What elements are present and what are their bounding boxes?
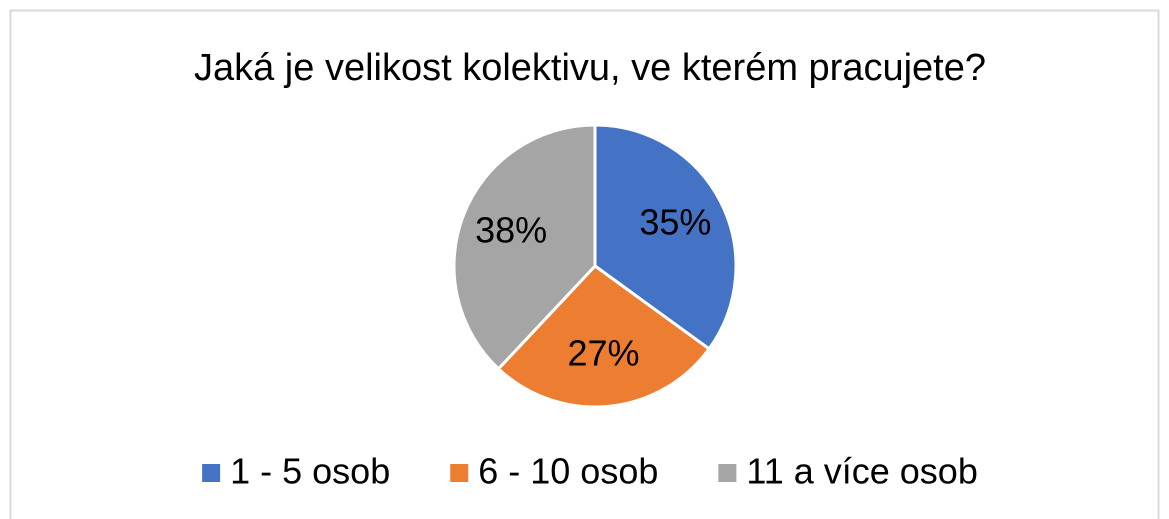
- legend-label: 1 - 5 osob: [230, 451, 390, 492]
- pie-slice: [496, 264, 712, 409]
- data-label: 27%: [567, 332, 639, 373]
- legend-swatch: [450, 464, 469, 482]
- legend-label: 6 - 10 osob: [478, 451, 658, 492]
- chart-title: Jaká je velikost kolektivu, ve kterém pr…: [194, 47, 986, 89]
- data-label: 38%: [475, 209, 547, 250]
- legend-swatch: [718, 464, 737, 482]
- pie-slice: [593, 123, 738, 351]
- legend-swatch: [202, 464, 221, 482]
- legend-label: 11 a více osob: [746, 451, 978, 492]
- pie-slice: [452, 123, 597, 371]
- data-label: 35%: [639, 202, 711, 243]
